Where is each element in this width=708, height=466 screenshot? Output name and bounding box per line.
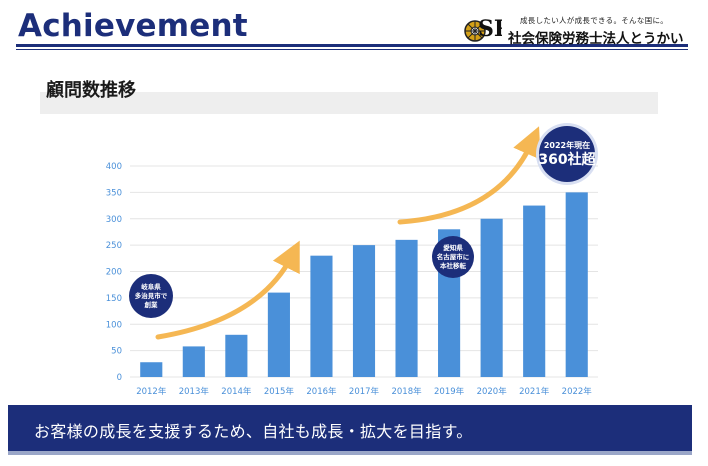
x-tick-label: 2017年 bbox=[349, 386, 380, 397]
logo-company-name: 社会保険労務士法人とうかい bbox=[508, 31, 684, 47]
footer-banner: お客様の成長を支援するため、自社も成長・拡大を目指す。 bbox=[8, 405, 692, 451]
footer-message: お客様の成長を支援するため、自社も成長・拡大を目指す。 bbox=[34, 422, 473, 441]
x-tick-label: 2020年 bbox=[477, 386, 508, 397]
bar-2018年 bbox=[395, 239, 418, 377]
y-tick-label: 150 bbox=[106, 294, 122, 304]
y-tick-label: 50 bbox=[111, 347, 122, 357]
page-title: Achievement bbox=[18, 8, 248, 44]
x-tick-label: 2015年 bbox=[264, 386, 295, 397]
callout-relocation-line: 本社移転 bbox=[440, 261, 466, 270]
tick-layer: 0 50 100 150 200 250 300 350 400 2012年 2013年 2014年 2… bbox=[106, 162, 593, 397]
callout-relocation-line: 愛知県 bbox=[443, 243, 463, 252]
x-tick-label: 2021年 bbox=[519, 386, 550, 397]
y-tick-label: 0 bbox=[117, 373, 122, 383]
logo-mark-letters: SR bbox=[478, 16, 502, 42]
callout-relocation: 愛知県 名古屋市に 本社移転 bbox=[432, 236, 474, 278]
callout-founding-line: 岐阜県 bbox=[141, 282, 161, 291]
callout-current: 2022年現在 360社超 bbox=[538, 126, 596, 182]
bar-2015年 bbox=[267, 292, 290, 377]
bar-2016年 bbox=[310, 255, 333, 377]
bar-2022年 bbox=[565, 192, 588, 377]
x-tick-label: 2013年 bbox=[179, 386, 210, 397]
bar-2020年 bbox=[480, 218, 503, 377]
callout-founding: 岐阜県 多治見市で 創業 bbox=[129, 274, 173, 318]
bar-2012年 bbox=[140, 362, 163, 377]
callout-founding-line: 創業 bbox=[144, 300, 158, 309]
section-title: 顧問数推移 bbox=[46, 80, 136, 101]
growth-arrow-2 bbox=[397, 126, 541, 225]
x-tick-label: 2022年 bbox=[562, 386, 593, 397]
y-tick-label: 250 bbox=[106, 241, 122, 251]
callout-founding-line: 多治見市で bbox=[134, 291, 168, 300]
logo-mark-icon: SR bbox=[464, 16, 502, 42]
logo-tagline: 成長したい人が成長できる。そんな国に。 bbox=[520, 16, 669, 25]
x-tick-label: 2018年 bbox=[391, 386, 422, 397]
callout-current-year: 2022年現在 bbox=[543, 140, 591, 150]
x-tick-label: 2016年 bbox=[306, 386, 337, 397]
arrow-layer bbox=[155, 126, 541, 340]
y-tick-label: 400 bbox=[106, 162, 122, 172]
y-tick-label: 300 bbox=[106, 215, 122, 225]
company-logo: SR 成長したい人が成長できる。そんな国に。 社会保険労務士法人とうかい bbox=[462, 10, 702, 47]
header-rule bbox=[16, 44, 688, 47]
callout-relocation-line: 名古屋市に bbox=[436, 252, 470, 261]
bar-layer bbox=[140, 192, 588, 377]
y-tick-label: 100 bbox=[106, 320, 122, 330]
bar-2021年 bbox=[523, 205, 546, 377]
header-rule-thin bbox=[16, 49, 688, 50]
footer-shadow bbox=[8, 451, 692, 455]
bar-2014年 bbox=[225, 334, 248, 377]
y-tick-label: 350 bbox=[106, 188, 122, 198]
callout-current-count: 360社超 bbox=[538, 151, 596, 168]
growth-arrow-1 bbox=[155, 240, 300, 340]
x-tick-label: 2019年 bbox=[434, 386, 465, 397]
x-tick-label: 2012年 bbox=[136, 386, 167, 397]
x-tick-label: 2014年 bbox=[221, 386, 252, 397]
section-heading-band bbox=[40, 92, 658, 114]
bar-2013年 bbox=[182, 346, 205, 377]
y-tick-label: 200 bbox=[106, 268, 122, 278]
bar-2017年 bbox=[352, 245, 376, 377]
